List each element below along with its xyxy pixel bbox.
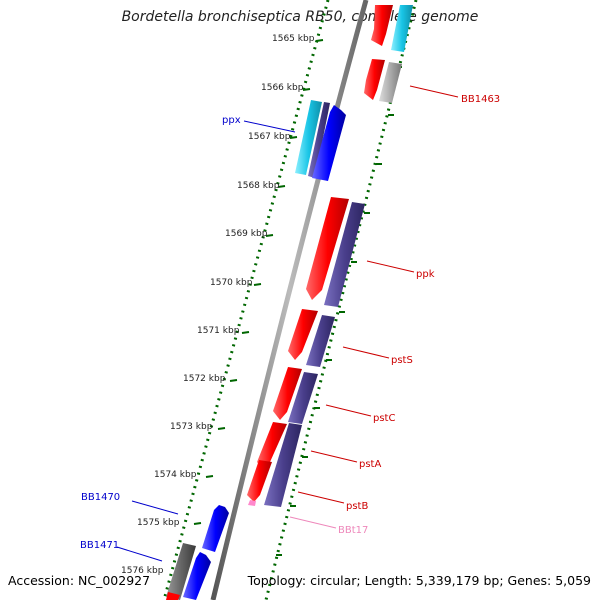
cog-bar-bb1471-dark [166, 543, 196, 600]
tick-label: 1574 kbp [154, 470, 197, 480]
outer-tick-ring [264, 0, 418, 600]
gene-arrow-top-red [371, 5, 393, 46]
gene-label-bb1470: BB1470 [81, 492, 120, 503]
gene-arrow-pstb [247, 460, 272, 502]
cog-bar-top-cyan [391, 5, 413, 52]
gene-arrow-bb1471 [183, 552, 211, 600]
gene-arrow-psts [288, 309, 318, 360]
tick-label: 1568 kbp [237, 181, 280, 191]
tick-label: 1570 kbp [210, 278, 253, 288]
cog-bar-psts [306, 315, 335, 367]
cog-bar-pstc [288, 372, 318, 424]
gene-label-bb1471: BB1471 [80, 540, 119, 551]
gene-label-ppx: ppx [222, 115, 241, 126]
forward-strand-features [247, 5, 413, 507]
cog-bar-bb1463 [379, 62, 402, 103]
trna-arrow-bbt17 [248, 500, 256, 506]
cog-bar-ppx-cyan [295, 100, 322, 175]
gene-label-bb1463: BB1463 [461, 94, 500, 105]
inner-tick-ring [162, 0, 330, 600]
tick-label: 1575 kbp [137, 518, 180, 528]
tick-label: 1566 kbp [261, 83, 304, 93]
gene-label-psta: pstA [359, 459, 381, 470]
tick-label: 1571 kbp [197, 326, 240, 336]
gene-arrow-ppx [312, 105, 346, 181]
tick-label: 1567 kbp [248, 132, 291, 142]
tick-labels: 1565 kbp 1566 kbp 1567 kbp 1568 kbp 1569… [121, 34, 315, 576]
topology-text: Topology: circular; Length: 5,339,179 bp… [247, 573, 591, 588]
gene-label-pstc: pstC [373, 413, 395, 424]
cog-bar-psta [264, 423, 302, 507]
gene-arrow-bb1470 [202, 505, 229, 552]
tick-label: 1565 kbp [272, 34, 315, 44]
genome-backbone [210, 0, 369, 600]
tick-label: 1573 kbp [170, 422, 213, 432]
gene-labels: BB1463 ppx ppk pstS pstC pstA pstB BBt17… [80, 94, 500, 551]
gene-arrow-bb1463 [364, 59, 385, 100]
gene-arrow-ppk [306, 197, 349, 300]
gene-arrow-psta [257, 422, 287, 470]
tick-label: 1572 kbp [183, 374, 226, 384]
gene-label-pstb: pstB [346, 501, 368, 512]
reverse-strand-features [166, 100, 346, 600]
cog-bar-bb1471-red [166, 592, 180, 600]
gene-label-ppk: ppk [416, 269, 435, 280]
label-leaders [116, 85, 459, 562]
accession-text: Accession: NC_002927 [8, 573, 151, 588]
outer-tick-marks [276, 66, 402, 556]
gene-label-bbt17: BBt17 [338, 525, 368, 536]
gene-arrow-pstc [273, 367, 302, 420]
cog-bar-ppk [324, 202, 365, 307]
tick-label: 1569 kbp [225, 229, 268, 239]
tick-label: 1576 kbp [121, 566, 164, 576]
cog-bar-ppx-purple [308, 102, 330, 178]
gene-label-psts: pstS [391, 355, 413, 366]
